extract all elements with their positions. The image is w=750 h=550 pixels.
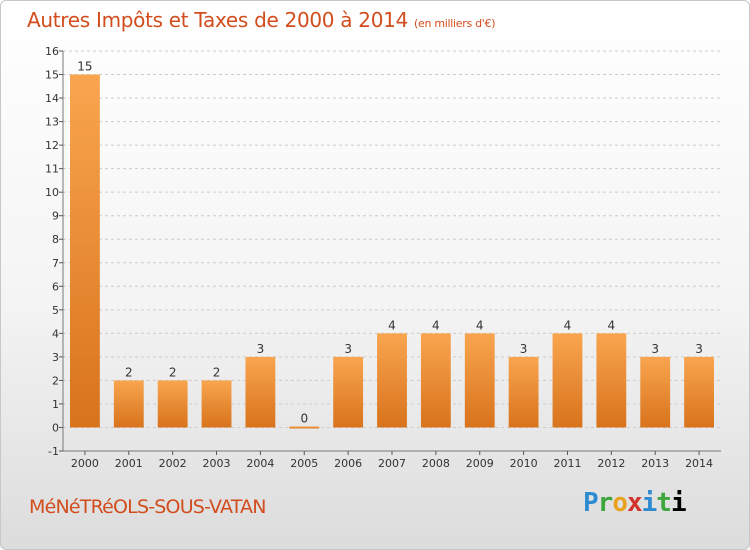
chart-unit: (en milliers d'€) [414,17,496,30]
y-tick-label: 14 [45,92,59,105]
x-axis-ticks: 2000 2001 2002 2003 2004 2005 2006 2007 2008 2009… [71,451,713,470]
commune-name: MéNéTRéOLS-SOUS-VATAN [29,496,266,518]
x-tick-label: 2001 [115,457,143,470]
bar [245,356,276,428]
chart-title-text: Autres Impôts et Taxes de 2000 à 2014 [27,8,408,32]
y-tick-label: 12 [45,139,59,152]
bar [640,356,671,428]
bar-value-label: 3 [695,342,703,356]
x-tick-label: 2007 [378,457,406,470]
bar-value-label: 4 [564,318,572,332]
y-tick-label: 11 [45,163,59,176]
bar [157,380,188,428]
bar-value-label: 4 [608,318,616,332]
bar-value-label: 2 [169,365,177,379]
logo-letter: P [583,488,599,518]
y-tick-label: 4 [52,327,59,340]
x-tick-label: 2002 [159,457,187,470]
y-tick-label: 0 [52,421,59,434]
y-tick-label: 2 [52,374,59,387]
y-tick-label: 1 [52,398,59,411]
y-tick-label: 6 [52,280,59,293]
bar [420,333,451,428]
x-tick-label: 2014 [685,457,713,470]
y-tick-label: 16 [45,45,59,58]
y-tick-label: 13 [45,116,59,129]
bar [596,333,627,428]
x-tick-label: 2005 [290,457,318,470]
bar-value-label: 0 [300,411,308,425]
bar [333,356,364,428]
bar-value-label: 15 [77,60,92,74]
bar-value-label: 3 [257,342,265,356]
x-tick-label: 2000 [71,457,99,470]
chart-title: Autres Impôts et Taxes de 2000 à 2014 (en… [27,8,495,32]
bar-value-label: 2 [125,365,133,379]
bar-value-label: 4 [388,318,396,332]
x-tick-label: 2012 [597,457,625,470]
bar [201,380,232,428]
x-tick-label: 2004 [246,457,274,470]
bar-value-label: 3 [520,342,528,356]
bar [113,380,144,428]
bar-value-label: 3 [344,342,352,356]
bar [289,426,320,429]
proxiti-logo[interactable]: Proxiti [583,488,687,518]
bar [377,333,407,428]
y-tick-label: 8 [52,233,59,246]
bar [552,333,583,428]
bar [684,356,714,428]
logo-letter: i [641,488,658,518]
bar [508,356,539,428]
y-tick-label: 3 [52,351,59,364]
y-tick-label: 5 [52,304,59,317]
bar [464,333,495,428]
y-tick-label: 10 [45,186,59,199]
value-labels: 15 2 2 2 3 0 3 4 4 4 3 4 4 3 3 [77,60,703,426]
bar [70,74,100,428]
y-tick-label: 9 [52,210,59,223]
x-tick-label: 2006 [334,457,362,470]
logo-letter: t [656,488,672,518]
bar-value-label: 3 [651,342,659,356]
x-tick-label: 2003 [203,457,231,470]
bar-value-label: 2 [213,365,221,379]
logo-letter: o [612,488,628,518]
logo-letter: i [670,488,687,518]
logo-letter: r [597,488,614,518]
bar-value-label: 4 [476,318,484,332]
x-tick-label: 2008 [422,457,450,470]
y-tick-label: 15 [45,69,59,82]
bar-value-label: 4 [432,318,440,332]
x-tick-label: 2011 [553,457,581,470]
x-tick-label: 2013 [641,457,669,470]
y-tick-label: 7 [52,257,59,270]
logo-letter: x [626,488,643,518]
y-tick-label: -1 [48,445,59,458]
bars [70,74,714,429]
x-tick-label: 2009 [466,457,494,470]
x-tick-label: 2010 [510,457,538,470]
